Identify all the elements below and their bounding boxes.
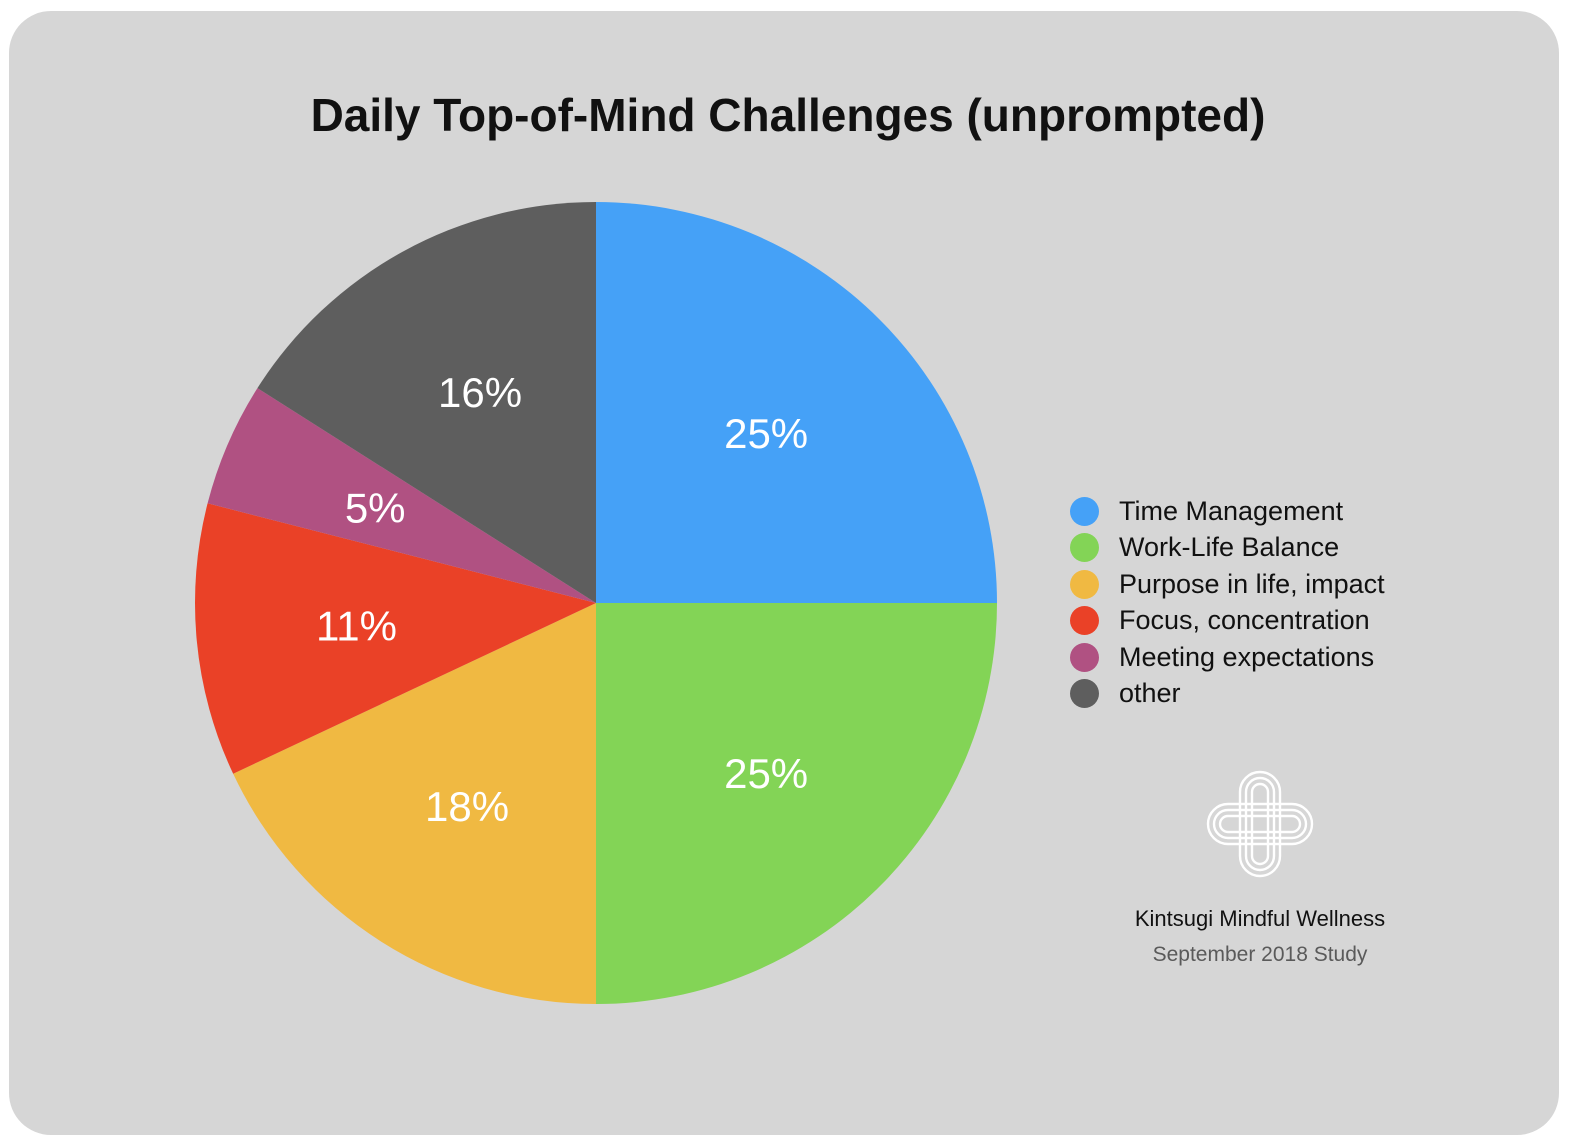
pie-slice-1 (596, 202, 997, 603)
legend-item-6: other (1070, 676, 1385, 713)
legend-item-4: Focus, concentration (1070, 603, 1385, 640)
slice-label-1: 25% (724, 410, 808, 457)
brand-name: Kintsugi Mindful Wellness (1134, 906, 1386, 931)
legend-swatch (1070, 496, 1099, 526)
legend-swatch (1070, 606, 1099, 636)
slice-label-3: 18% (425, 783, 509, 830)
legend-label: Purpose in life, impact (1119, 568, 1385, 599)
legend: Time Management Work-Life Balance Purpose … (1070, 493, 1385, 712)
legend-item-2: Work-Life Balance (1070, 530, 1385, 567)
legend-swatch (1070, 642, 1099, 672)
legend-label: other (1119, 678, 1181, 709)
slice-label-4: 11% (316, 603, 397, 650)
pie-slice-3 (233, 603, 596, 1004)
legend-label: Focus, concentration (1119, 605, 1370, 636)
slice-label-6: 16% (438, 369, 522, 416)
chart-title: Daily Top-of-Mind Challenges (unprompted… (310, 89, 1266, 141)
legend-label: Time Management (1119, 495, 1344, 526)
study-date: September 2018 Study (1152, 943, 1368, 966)
legend-label: Meeting expectations (1119, 641, 1375, 672)
legend-swatch (1070, 533, 1099, 563)
pie-slice-4 (194, 503, 596, 774)
legend-item-3: Purpose in life, impact (1070, 566, 1385, 603)
pie-slice-6 (257, 202, 596, 603)
legend-item-1: Time Management (1070, 493, 1385, 530)
legend-swatch (1070, 679, 1099, 709)
pie-slice-5 (207, 388, 597, 603)
slice-label-2: 25% (724, 750, 808, 797)
legend-label: Work-Life Balance (1119, 532, 1340, 563)
legend-swatch (1070, 569, 1099, 599)
slice-label-5: 5% (345, 484, 406, 531)
legend-item-5: Meeting expectations (1070, 639, 1385, 676)
pie-slice-2 (596, 603, 997, 1004)
kintsugi-knot-icon (1206, 770, 1314, 878)
